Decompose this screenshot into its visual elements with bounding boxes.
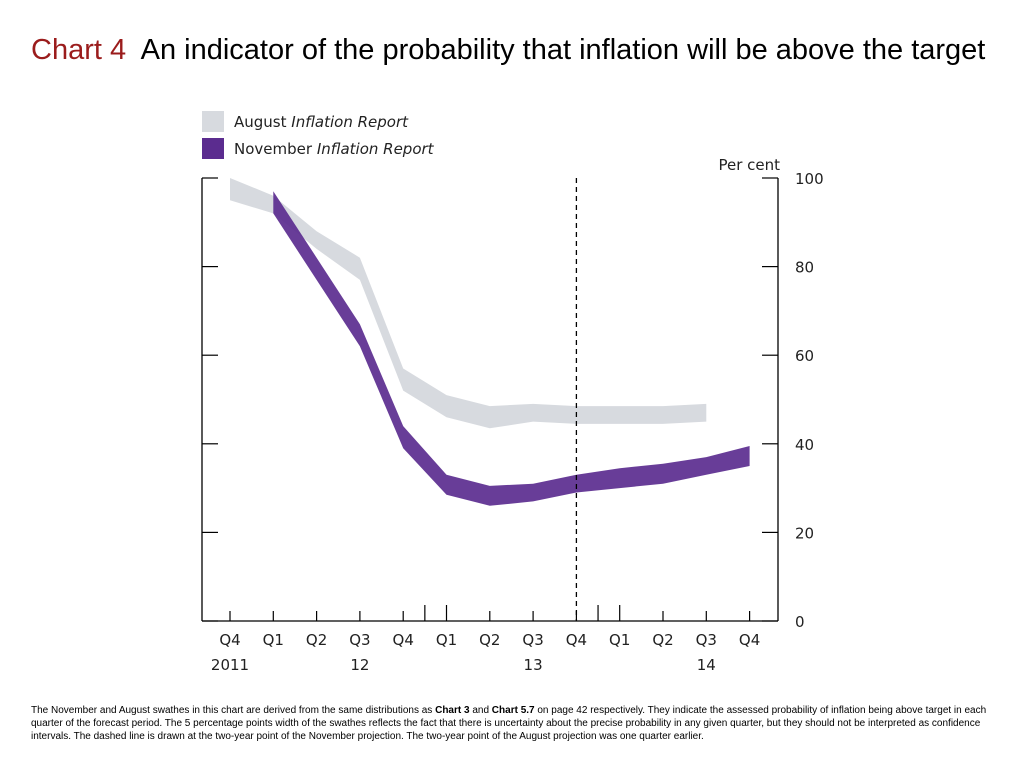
x-tick-label-1: Q1 bbox=[263, 631, 284, 649]
chart-footnote: The November and August swathes in this … bbox=[31, 705, 987, 742]
x-tick-label-3: Q3 bbox=[349, 631, 370, 649]
y-tick-label-20: 20 bbox=[795, 524, 814, 542]
legend-item-august: August Inflation Report bbox=[202, 108, 434, 135]
legend-item-november: November Inflation Report bbox=[202, 135, 434, 162]
x-tick-label-6: Q2 bbox=[479, 631, 500, 649]
legend-label-august: August Inflation Report bbox=[234, 112, 408, 131]
x-tick-label-11: Q3 bbox=[696, 631, 717, 649]
chart-title: Chart 4 An indicator of the probability … bbox=[31, 30, 1011, 71]
chart-title-text: An indicator of the probability that inf… bbox=[140, 34, 986, 66]
x-tick-label-5: Q1 bbox=[436, 631, 457, 649]
legend-label-november: November Inflation Report bbox=[234, 139, 434, 158]
y-tick-label-0: 0 bbox=[795, 613, 805, 631]
y-tick-label-80: 80 bbox=[795, 259, 814, 277]
y-tick-label-100: 100 bbox=[795, 170, 824, 188]
x-tick-label-8: Q4 bbox=[566, 631, 587, 649]
chart-legend: August Inflation Report November Inflati… bbox=[202, 108, 434, 162]
x-tick-label-2: Q2 bbox=[306, 631, 327, 649]
x-tick-label-12: Q4 bbox=[739, 631, 760, 649]
y-tick-label-60: 60 bbox=[795, 347, 814, 365]
x-year-label-2011: 2011 bbox=[211, 656, 249, 674]
swathe-august bbox=[230, 178, 707, 429]
x-tick-label-4: Q4 bbox=[393, 631, 414, 649]
legend-swatch-november bbox=[202, 138, 224, 159]
legend-swatch-august bbox=[202, 111, 224, 132]
x-tick-label-7: Q3 bbox=[522, 631, 543, 649]
swathe-november bbox=[273, 191, 750, 506]
x-year-label-12: 12 bbox=[350, 656, 369, 674]
y-axis-unit-label: Per cent bbox=[718, 156, 780, 174]
y-tick-label-40: 40 bbox=[795, 436, 814, 454]
x-year-label-14: 14 bbox=[697, 656, 716, 674]
x-tick-label-9: Q1 bbox=[609, 631, 630, 649]
x-tick-label-10: Q2 bbox=[652, 631, 673, 649]
x-tick-label-0: Q4 bbox=[219, 631, 240, 649]
chart-plot: 0 20 40 60 80 100 Q4 Q1 Q2 Q3 Q4 Q1 Q2 Q3 Q4 Q1 Q2 Q3 Q4 20… bbox=[201, 156, 824, 674]
x-year-label-13: 13 bbox=[524, 656, 543, 674]
chart-number: Chart 4 bbox=[31, 34, 127, 66]
